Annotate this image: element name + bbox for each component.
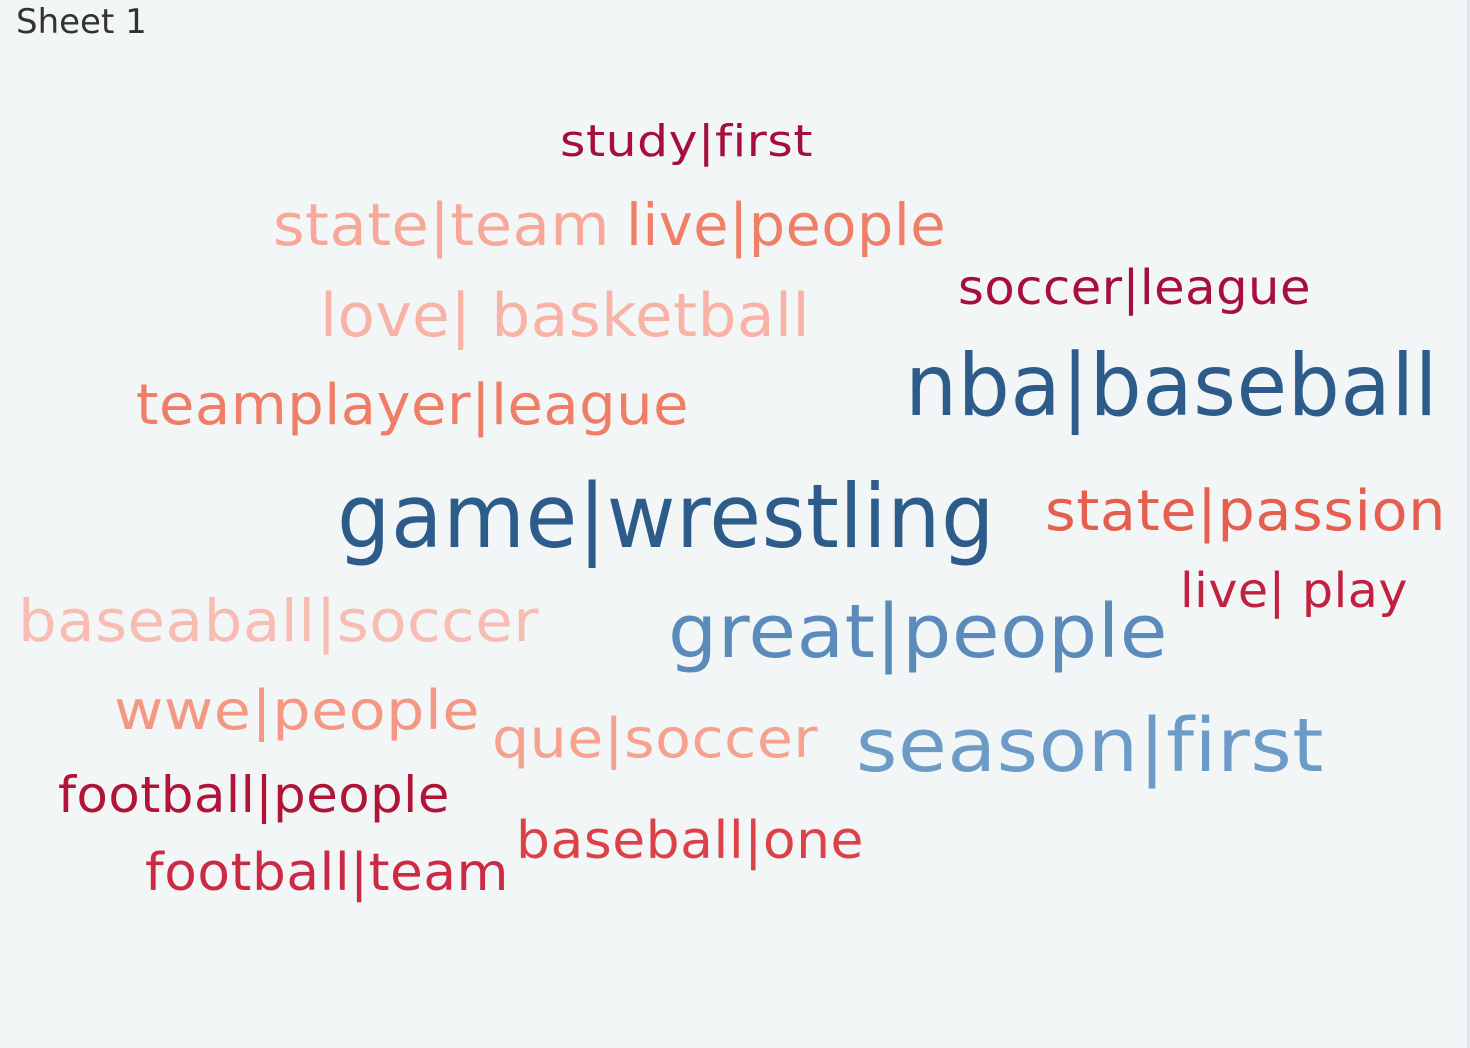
word-cloud-term: football|team bbox=[145, 843, 509, 903]
panel-edge bbox=[1467, 0, 1470, 1048]
word-cloud-term: study|first bbox=[560, 116, 814, 167]
word-cloud-term: teamplayer|league bbox=[136, 373, 690, 438]
word-cloud-term: game|wrestling bbox=[337, 465, 995, 568]
word-cloud-term: wwe|people bbox=[114, 679, 480, 742]
word-cloud-term: live|people bbox=[626, 191, 947, 259]
word-cloud-term: nba|baseball bbox=[905, 336, 1439, 436]
word-cloud-term: soccer|league bbox=[958, 260, 1312, 316]
word-cloud-term: great|people bbox=[668, 589, 1169, 675]
word-cloud-term: baseball|one bbox=[516, 811, 864, 871]
word-cloud-term: season|first bbox=[856, 703, 1324, 789]
word-cloud-term: state|passion bbox=[1045, 479, 1446, 544]
word-cloud-term: love| basketball bbox=[320, 281, 811, 351]
word-cloud-term: baseaball|soccer bbox=[18, 587, 539, 655]
word-cloud-term: state|team bbox=[273, 191, 611, 259]
sheet-title: Sheet 1 bbox=[16, 2, 147, 42]
word-cloud-term: football|people bbox=[58, 766, 450, 824]
word-cloud-term: que|soccer bbox=[492, 707, 819, 770]
word-cloud-term: live| play bbox=[1180, 563, 1408, 619]
